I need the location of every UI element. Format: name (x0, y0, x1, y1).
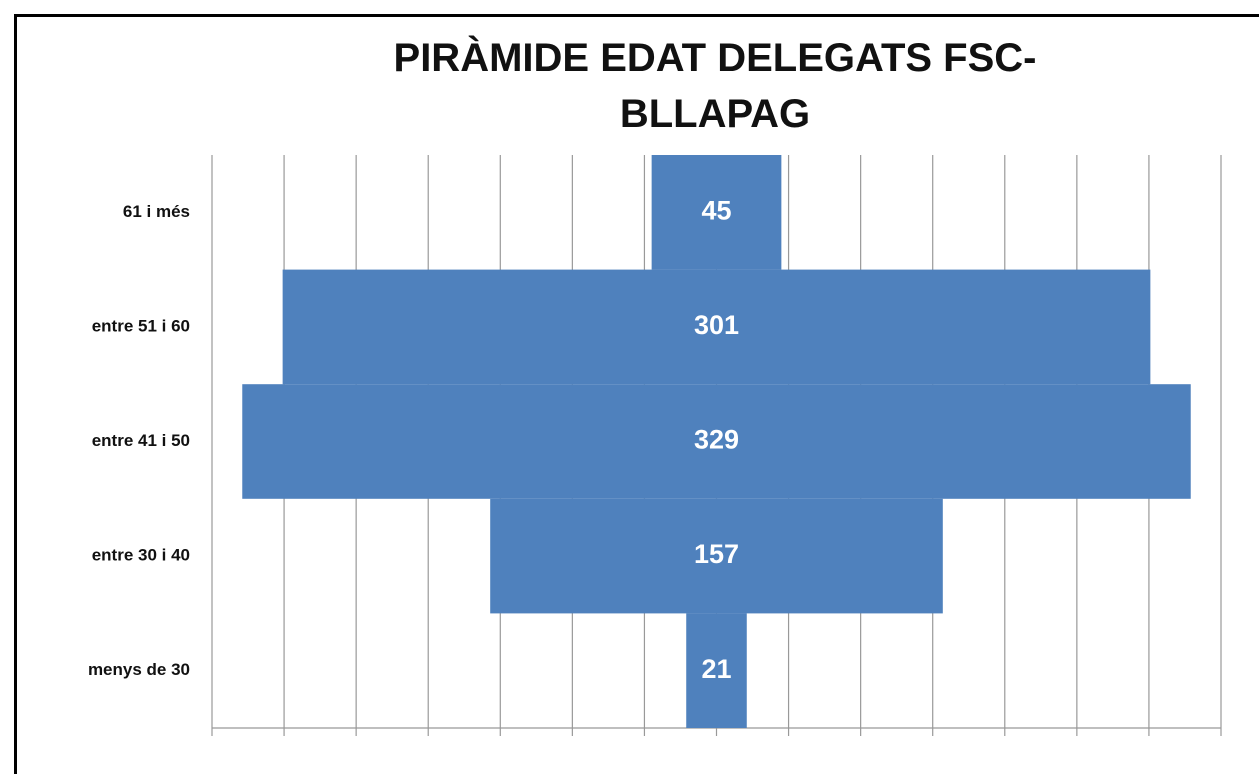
frame (14, 14, 1259, 774)
y-tick-label: entre 51 i 60 (92, 316, 190, 335)
y-tick-label: 61 i més (123, 202, 190, 221)
data-label: 21 (701, 654, 731, 684)
bar (242, 384, 1191, 499)
data-label: 329 (694, 425, 739, 455)
data-label: 45 (701, 195, 731, 225)
chart-title: PIRÀMIDE EDAT DELEGATS FSC-BLLAPAG (393, 36, 1037, 136)
bar (686, 613, 747, 728)
y-tick-label: entre 30 i 40 (92, 546, 190, 565)
bar (282, 269, 1151, 385)
data-label: 157 (694, 539, 739, 569)
data-label: 301 (694, 310, 739, 340)
y-tick-label: entre 41 i 50 (92, 431, 190, 450)
bar (490, 498, 943, 614)
bar (651, 155, 782, 270)
y-tick-label: menys de 30 (88, 660, 190, 679)
